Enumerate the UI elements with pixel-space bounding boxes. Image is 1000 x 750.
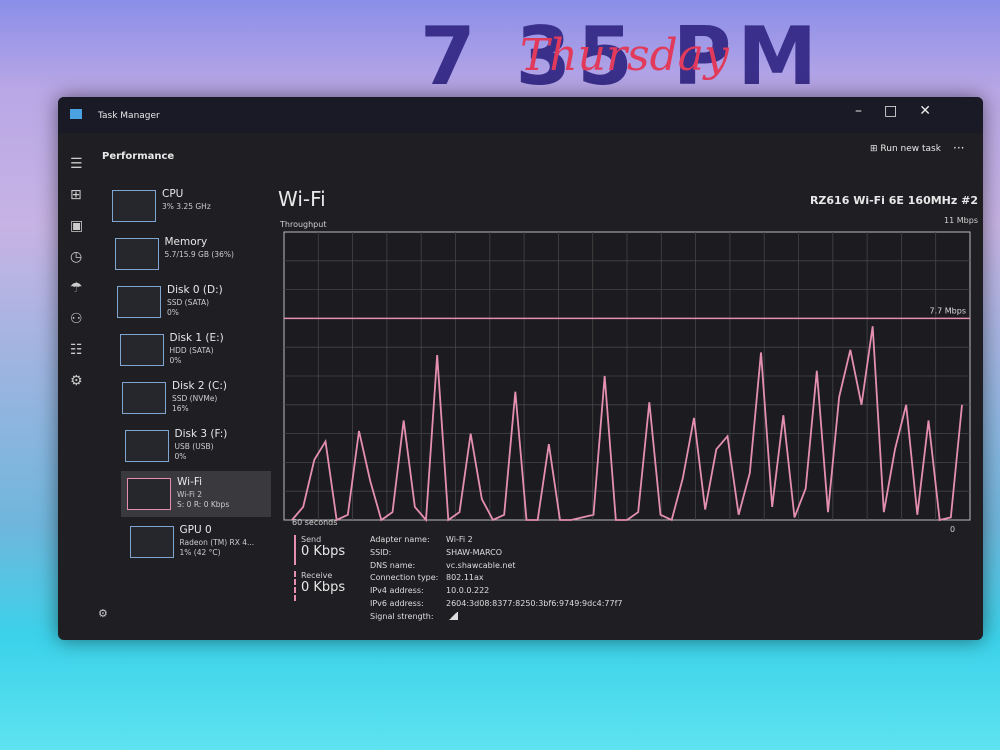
- item-name: Disk 0 (D:): [167, 284, 223, 296]
- detail-value: Wi-Fi 2: [446, 535, 473, 544]
- thumbnail: [124, 430, 169, 462]
- item-name: GPU 0: [179, 524, 212, 536]
- item-detail: 0%: [169, 356, 182, 365]
- item-detail: 0%: [167, 308, 179, 317]
- x-label: 60 seconds: [292, 518, 338, 527]
- graph-label: Throughput: [280, 220, 327, 229]
- nav-icons[interactable]: ☰ ⊞ ▣ ◷ ☂ ⚇ ☷ ⚙: [70, 156, 84, 389]
- receive-label: Receive: [301, 571, 333, 580]
- thumbnail: [117, 286, 161, 318]
- thumbnail: [114, 238, 159, 270]
- detail-label: Signal strength:: [370, 611, 434, 621]
- detail-value: 10.0.0.222: [446, 586, 490, 596]
- detail-value: 2604:3d08:8377:8250:3bf6:9749:9dc4:77f7: [446, 599, 623, 608]
- item-detail: 1% (42 °C): [179, 548, 221, 557]
- detail-value: SHAW-MARCO: [446, 547, 503, 557]
- item-detail: SSD (NVMe): [172, 394, 218, 403]
- send-label: Send: [301, 535, 322, 544]
- detail-label: DNS name:: [370, 560, 416, 570]
- detail-label: SSID:: [370, 547, 392, 557]
- item-name: Memory: [164, 236, 208, 248]
- item-detail: 5.7/15.9 GB (36%): [164, 250, 234, 259]
- throughput-line: [291, 326, 963, 523]
- sidebar-item[interactable]: CPU 3% 3.25 GHz: [106, 183, 256, 229]
- reference-label: 7.7 Mbps: [930, 306, 967, 315]
- sidebar-item[interactable]: Disk 2 (C:) SSD (NVMe) 16%: [116, 375, 266, 421]
- item-detail: Radeon (TM) RX 4...: [179, 538, 255, 547]
- run-new-task[interactable]: ⊞ Run new task: [870, 144, 941, 154]
- title-bar: [58, 97, 983, 133]
- detail-label: IPv6 address:: [370, 599, 424, 608]
- run-new-task-label[interactable]: Run new task: [880, 144, 941, 154]
- receive-value: 0 Kbps: [301, 580, 346, 595]
- item-detail: HDD (SATA): [169, 346, 214, 355]
- section-header: Performance: [102, 151, 175, 162]
- item-detail: USB (USB): [174, 442, 214, 451]
- task-manager-window: Task Manager –□✕ ☰ ⊞ ▣ ◷ ☂ ⚇ ☷ ⚙ Performance ⊞ …: [58, 97, 983, 640]
- item-name: CPU: [162, 188, 184, 200]
- panel-title: Wi-Fi: [278, 187, 326, 211]
- sidebar-item[interactable]: Disk 1 (E:) HDD (SATA) 0%: [114, 327, 264, 373]
- adapter-name: RZ616 Wi-Fi 6E 160MHz #2: [809, 194, 978, 207]
- item-detail: Wi-Fi 2: [177, 490, 203, 499]
- send-block: Send 0 Kbps: [294, 535, 345, 565]
- detail-label: IPv4 address:: [370, 586, 424, 596]
- thumbnail: [122, 382, 166, 414]
- y-max-label: 11 Mbps: [944, 216, 978, 225]
- throughput-graph: 7.7 Mbps: [283, 231, 971, 523]
- sidebar-item[interactable]: Disk 3 (F:) USB (USB) 0%: [119, 423, 269, 469]
- item-name: Disk 1 (E:): [169, 332, 224, 344]
- send-value: 0 Kbps: [301, 544, 346, 559]
- item-detail: S: 0 R: 0 Kbps: [177, 500, 230, 509]
- detail-label: Adapter name:: [370, 535, 430, 544]
- y-min-label: 0: [950, 525, 956, 534]
- signal-icon: [448, 611, 458, 620]
- item-detail: 16%: [172, 404, 189, 413]
- sidebar: CPU 3% 3.25 GHz Memory 5.7/15.9 GB (36%) Dis…: [106, 183, 276, 583]
- app-icon: [70, 109, 82, 119]
- more-button[interactable]: ···: [953, 141, 965, 155]
- item-detail: 3% 3.25 GHz: [162, 202, 211, 211]
- item-name: Disk 2 (C:): [172, 380, 227, 392]
- item-name: Wi-Fi: [177, 476, 203, 488]
- sidebar-item[interactable]: Disk 0 (D:) SSD (SATA) 0%: [111, 279, 261, 325]
- item-detail: SSD (SATA): [167, 298, 210, 307]
- settings-icon[interactable]: ⚙: [98, 607, 108, 620]
- item-name: Disk 3 (F:): [174, 428, 228, 440]
- thumbnail: [127, 478, 171, 510]
- receive-block: Receive 0 Kbps: [294, 571, 345, 601]
- detail-value: 802.11ax: [446, 573, 484, 583]
- window-title: Task Manager: [98, 111, 160, 121]
- sidebar-item[interactable]: Wi-Fi Wi-Fi 2 S: 0 R: 0 Kbps: [121, 471, 271, 517]
- day: Thursday: [520, 30, 729, 81]
- thumbnail: [129, 526, 174, 558]
- window-controls[interactable]: –□✕: [855, 103, 953, 119]
- detail-value: vc.shawcable.net: [446, 560, 516, 570]
- clock: 7 35 PM: [420, 10, 823, 103]
- detail-label: Connection type:: [370, 573, 439, 583]
- thumbnail: [112, 190, 156, 222]
- item-detail: 0%: [174, 452, 187, 461]
- sidebar-item[interactable]: GPU 0 Radeon (TM) RX 4... 1% (42 °C): [124, 519, 274, 565]
- thumbnail: [119, 334, 164, 366]
- sidebar-item[interactable]: Memory 5.7/15.9 GB (36%): [109, 231, 259, 277]
